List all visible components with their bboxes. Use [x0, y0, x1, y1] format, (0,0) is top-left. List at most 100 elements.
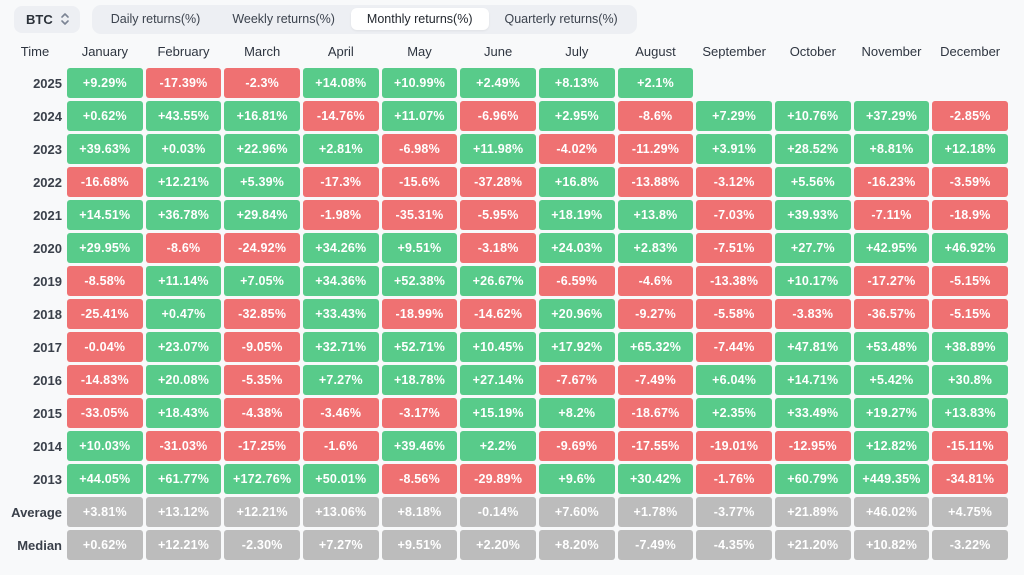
- return-cell: -9.27%: [617, 299, 694, 329]
- return-cell: +32.71%: [302, 332, 379, 362]
- return-cell: +20.08%: [145, 365, 222, 395]
- return-cell: +10.76%: [774, 101, 851, 131]
- return-cell: -1.98%: [302, 200, 379, 230]
- return-cell: +16.8%: [538, 167, 615, 197]
- return-cell: +7.29%: [696, 101, 772, 131]
- return-cell: -24.92%: [224, 233, 300, 263]
- row-label-2013: 2013: [33, 471, 62, 487]
- return-cell: +2.49%: [460, 68, 536, 98]
- return-cell: -3.17%: [381, 398, 458, 428]
- return-cell: +9.6%: [538, 464, 615, 494]
- return-cell: -15.6%: [381, 167, 458, 197]
- return-cell: -33.05%: [67, 398, 143, 428]
- return-cell: +13.83%: [932, 398, 1008, 428]
- row-label-median: Median: [17, 537, 62, 553]
- return-cell: +26.67%: [460, 266, 536, 296]
- return-cell: -17.55%: [617, 431, 694, 461]
- column-header-december: December: [940, 44, 1001, 59]
- return-cell: -5.95%: [460, 200, 536, 230]
- return-cell: -18.67%: [617, 398, 694, 428]
- tab-monthly[interactable]: Monthly returns(%): [350, 8, 489, 30]
- row-label-2017: 2017: [33, 339, 62, 355]
- tab-weekly[interactable]: Weekly returns(%): [216, 8, 351, 30]
- return-cell: +16.81%: [224, 101, 300, 131]
- return-cell: -0.14%: [460, 497, 536, 527]
- return-cell: +10.17%: [774, 266, 851, 296]
- symbol-select[interactable]: BTC: [14, 5, 80, 33]
- return-cell: -4.02%: [538, 134, 615, 164]
- return-cell: -4.35%: [696, 530, 772, 560]
- return-cell: +7.05%: [224, 266, 300, 296]
- return-cell: +13.12%: [145, 497, 222, 527]
- column-header-october: October: [789, 44, 836, 59]
- return-cell: +18.78%: [381, 365, 458, 395]
- return-cell: +7.27%: [302, 530, 379, 560]
- return-cell: +449.35%: [853, 464, 930, 494]
- return-cell: -3.77%: [696, 497, 772, 527]
- sort-arrows-icon: [60, 13, 69, 25]
- return-cell: +27.7%: [774, 233, 851, 263]
- return-cell: +46.92%: [932, 233, 1008, 263]
- return-cell: -2.30%: [224, 530, 300, 560]
- return-cell: -8.56%: [381, 464, 458, 494]
- return-cell: +6.04%: [696, 365, 772, 395]
- return-cell: +3.81%: [67, 497, 143, 527]
- return-cell: +30.42%: [617, 464, 694, 494]
- return-cell: +14.51%: [67, 200, 143, 230]
- return-cell: -32.85%: [224, 299, 300, 329]
- return-cell: -18.99%: [381, 299, 458, 329]
- column-header-january: January: [81, 44, 128, 59]
- column-header-july: July: [565, 44, 589, 59]
- return-cell: +12.21%: [224, 497, 300, 527]
- column-header-september: September: [702, 44, 766, 59]
- return-cell: +47.81%: [774, 332, 851, 362]
- return-cell: +21.20%: [774, 530, 851, 560]
- return-cell-empty: [775, 68, 851, 98]
- row-label-2020: 2020: [33, 240, 62, 256]
- column-header-february: February: [157, 44, 210, 59]
- return-cell: -16.68%: [67, 167, 143, 197]
- tab-daily[interactable]: Daily returns(%): [95, 8, 217, 30]
- return-cell: +19.27%: [853, 398, 930, 428]
- return-cell: +2.83%: [617, 233, 694, 263]
- return-cell: +34.36%: [302, 266, 379, 296]
- return-cell: +37.29%: [853, 101, 930, 131]
- return-cell: +20.96%: [538, 299, 615, 329]
- return-cell: +39.93%: [774, 200, 851, 230]
- return-cell: +9.51%: [381, 530, 458, 560]
- return-cell: -5.15%: [932, 266, 1008, 296]
- return-cell: +12.21%: [145, 530, 222, 560]
- return-cell: +2.2%: [460, 431, 536, 461]
- column-header-march: March: [244, 44, 281, 59]
- column-header-august: August: [635, 44, 676, 59]
- tab-quarterly[interactable]: Quarterly returns(%): [489, 8, 634, 30]
- return-cell: -0.04%: [67, 332, 143, 362]
- return-cell: -3.12%: [696, 167, 772, 197]
- return-cell-empty: [854, 68, 930, 98]
- return-cell: -4.6%: [617, 266, 694, 296]
- return-cell: +38.89%: [932, 332, 1008, 362]
- return-cell: +30.8%: [932, 365, 1008, 395]
- return-cell: +52.71%: [381, 332, 458, 362]
- return-cell: +60.79%: [774, 464, 851, 494]
- return-cell: +50.01%: [302, 464, 379, 494]
- return-cell: +10.45%: [460, 332, 536, 362]
- return-cell: +172.76%: [224, 464, 300, 494]
- return-cell: +61.77%: [145, 464, 222, 494]
- return-cell: +39.46%: [381, 431, 458, 461]
- return-cell: -36.57%: [853, 299, 930, 329]
- return-cell: +0.03%: [145, 134, 222, 164]
- return-cell: +2.20%: [460, 530, 536, 560]
- return-cell: +24.03%: [538, 233, 615, 263]
- return-cell: +17.92%: [538, 332, 615, 362]
- row-label-2019: 2019: [33, 273, 62, 289]
- return-cell: -31.03%: [145, 431, 222, 461]
- return-cell: +7.60%: [538, 497, 615, 527]
- return-cell: -17.27%: [853, 266, 930, 296]
- row-label-2023: 2023: [33, 141, 62, 157]
- return-cell: -2.3%: [224, 68, 300, 98]
- return-cell: +2.95%: [538, 101, 615, 131]
- return-cell: -34.81%: [932, 464, 1008, 494]
- return-cell: +1.78%: [617, 497, 694, 527]
- return-cell: -7.51%: [696, 233, 772, 263]
